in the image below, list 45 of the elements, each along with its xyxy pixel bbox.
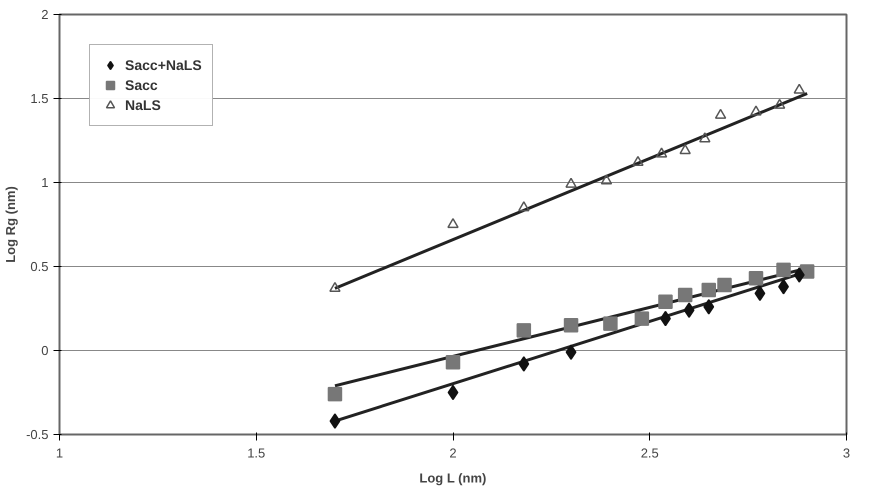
point bbox=[564, 318, 578, 333]
x-tick-label: 2 bbox=[449, 446, 457, 460]
point bbox=[750, 105, 762, 116]
point bbox=[702, 282, 716, 298]
legend-label: Sacc bbox=[125, 77, 158, 93]
point bbox=[656, 147, 668, 158]
point bbox=[717, 278, 732, 292]
point bbox=[776, 262, 791, 278]
y-tick-label: 0 bbox=[41, 343, 49, 358]
point bbox=[447, 218, 459, 228]
x-tick-label: 3 bbox=[842, 446, 850, 460]
y-tick-label: 2 bbox=[41, 7, 49, 22]
x-tick-label: 2.5 bbox=[640, 446, 659, 460]
point bbox=[794, 84, 806, 94]
point bbox=[714, 108, 726, 119]
point bbox=[774, 98, 786, 109]
point bbox=[446, 355, 460, 370]
point bbox=[328, 386, 342, 402]
x-tick-label: 1 bbox=[56, 446, 64, 460]
point bbox=[699, 132, 711, 142]
point bbox=[632, 156, 644, 166]
y-tick-label: 1.5 bbox=[30, 91, 49, 106]
point bbox=[329, 282, 341, 292]
legend-label: NaLS bbox=[125, 97, 161, 113]
point bbox=[684, 302, 695, 318]
y-axis-title: Log Rg (nm) bbox=[3, 186, 18, 263]
point bbox=[516, 323, 532, 338]
point bbox=[678, 288, 692, 302]
point bbox=[603, 316, 618, 331]
x-axis-title: Log L (nm) bbox=[419, 470, 486, 486]
point bbox=[703, 299, 714, 315]
point bbox=[634, 311, 650, 326]
point bbox=[679, 144, 691, 154]
y-tick-label: -0.5 bbox=[26, 427, 49, 442]
x-tick-label: 1.5 bbox=[247, 446, 266, 460]
point bbox=[518, 201, 530, 212]
point bbox=[748, 271, 764, 286]
y-tick-label: 0.5 bbox=[30, 259, 49, 274]
point bbox=[658, 294, 673, 310]
point bbox=[794, 267, 805, 283]
y-tick-label: 1 bbox=[41, 175, 49, 190]
point bbox=[518, 356, 530, 372]
legend-label: Sacc+NaLS bbox=[125, 57, 202, 73]
point bbox=[565, 178, 577, 188]
point bbox=[600, 174, 612, 184]
